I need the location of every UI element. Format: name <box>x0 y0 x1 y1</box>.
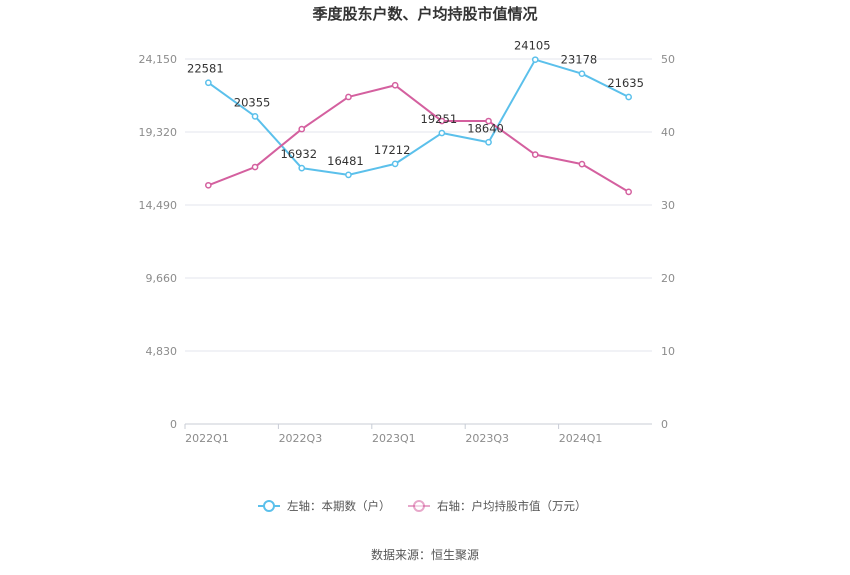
right-tick-label: 50 <box>661 53 675 66</box>
data-point <box>531 151 539 158</box>
data-label: 24105 <box>514 39 551 53</box>
series-layer <box>205 56 633 196</box>
data-label: 18640 <box>467 121 504 135</box>
data-label: 19251 <box>421 112 458 126</box>
left-tick-label: 9,660 <box>146 272 178 285</box>
data-label: 20355 <box>234 95 271 109</box>
chart-title: 季度股东户数、户均持股市值情况 <box>312 5 537 23</box>
right-tick-label: 40 <box>661 126 675 139</box>
right-tick-label: 20 <box>661 272 675 285</box>
data-point <box>391 160 399 168</box>
legend-marker-icon <box>263 500 275 512</box>
left-tick-label: 14,490 <box>139 199 178 212</box>
legend[interactable]: 左轴：本期数（户） 右轴：户均持股市值（万元） <box>258 499 587 513</box>
data-point <box>485 138 492 146</box>
right-tick-label: 30 <box>661 199 675 212</box>
left-tick-label: 0 <box>170 418 177 431</box>
data-label: 17212 <box>374 143 411 157</box>
legend-label: 右轴：户均持股市值（万元） <box>437 499 587 513</box>
grid <box>185 58 652 352</box>
data-point <box>298 125 306 133</box>
legend-label: 左轴：本期数（户） <box>287 499 391 513</box>
data-point <box>625 93 633 101</box>
left-tick-label: 24,150 <box>139 53 178 66</box>
source-note: 数据来源：恒生聚源 <box>371 547 479 562</box>
left-tick-label: 4,830 <box>146 345 178 358</box>
data-label: 16481 <box>327 154 364 168</box>
x-tick-label: 2022Q3 <box>279 432 323 445</box>
data-point <box>251 113 259 120</box>
left-tick-label: 19,320 <box>139 126 178 139</box>
series-line-1 <box>207 58 630 176</box>
data-point <box>205 181 212 189</box>
data-point <box>345 171 352 179</box>
data-point <box>438 129 446 137</box>
data-point <box>531 56 539 64</box>
axes: 0 0 4,830 10 9,660 20 14,490 30 19,320 40 24,150 50… <box>139 53 676 445</box>
data-point <box>345 93 352 101</box>
x-tick-label: 2023Q3 <box>465 432 509 445</box>
data-point <box>438 117 446 125</box>
series-line-2 <box>207 84 630 193</box>
data-point <box>205 79 212 87</box>
x-tick-label: 2024Q1 <box>559 432 603 445</box>
data-point <box>391 81 399 89</box>
data-point <box>485 117 492 125</box>
data-label: 16932 <box>280 147 317 161</box>
data-point <box>578 70 586 78</box>
data-label: 23178 <box>561 53 598 67</box>
data-labels: 22581 20355 16932 16481 17212 19251 18640 24105… <box>187 39 644 168</box>
data-label: 21635 <box>607 76 644 90</box>
data-point <box>578 160 586 168</box>
legend-marker-icon <box>413 500 425 512</box>
right-tick-label: 0 <box>661 418 668 431</box>
x-tick-label: 2023Q1 <box>372 432 416 445</box>
data-point <box>625 188 633 196</box>
data-point <box>251 163 259 171</box>
data-label: 22581 <box>187 62 224 76</box>
right-tick-label: 10 <box>661 345 675 358</box>
data-point <box>298 164 306 172</box>
x-tick-label: 2022Q1 <box>185 432 229 445</box>
